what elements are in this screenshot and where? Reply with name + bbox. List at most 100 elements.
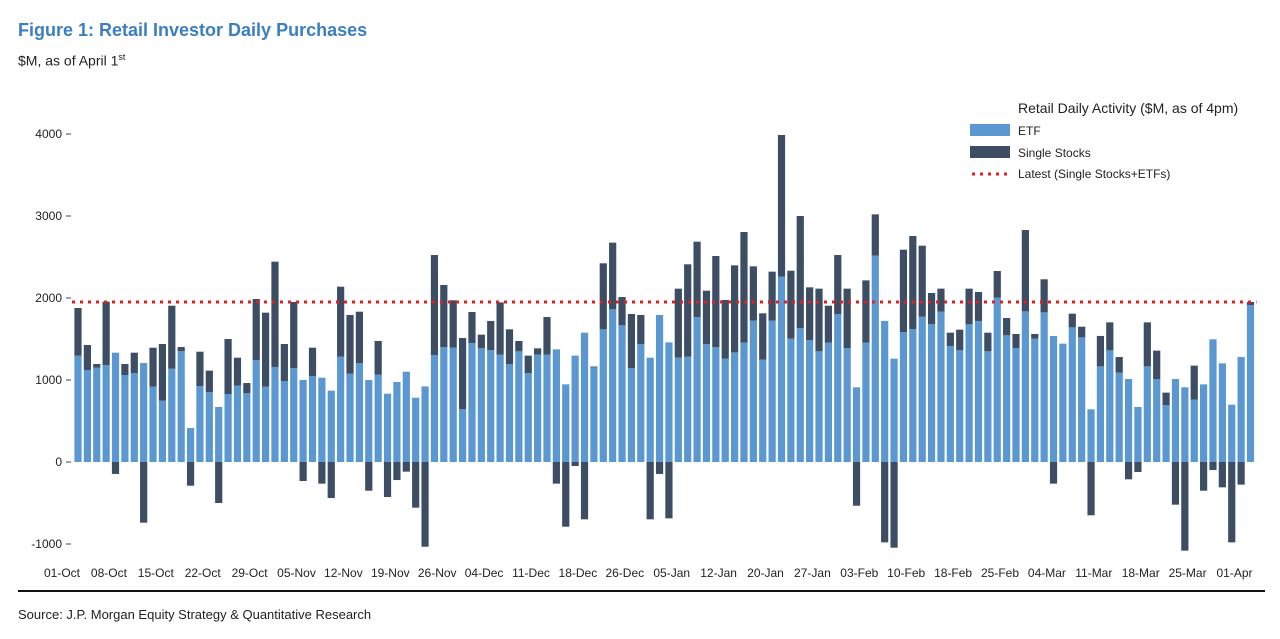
bar-single-stocks [1218, 462, 1226, 488]
x-tick-label: 18-Dec [559, 566, 598, 580]
bar-single-stocks [796, 216, 804, 329]
bar-etf [83, 369, 91, 462]
bar-etf [430, 354, 439, 462]
bar-single-stocks [1209, 462, 1217, 471]
x-tick-label: 18-Feb [934, 566, 972, 580]
bar-single-stocks [918, 245, 926, 317]
bar-single-stocks [637, 314, 645, 345]
x-tick-label: 11-Mar [1075, 566, 1112, 580]
bar-etf [749, 320, 757, 462]
bar-single-stocks [505, 329, 514, 365]
bar-etf [308, 375, 317, 462]
bar-single-stocks [1096, 335, 1105, 367]
bar-etf [609, 309, 617, 462]
bar-etf [1143, 366, 1151, 462]
bar-single-stocks [290, 302, 298, 369]
bar-etf [111, 352, 120, 462]
bar-single-stocks [1021, 230, 1029, 312]
bar-etf [899, 332, 908, 462]
bar-single-stocks [609, 242, 617, 310]
bar-single-stocks [909, 236, 917, 329]
bar-single-stocks [1078, 326, 1086, 338]
bar-etf [196, 385, 204, 462]
bar-single-stocks [1040, 279, 1048, 313]
x-tick-label: 04-Dec [465, 566, 504, 580]
bar-single-stocks [993, 271, 1001, 298]
bar-single-stocks [383, 462, 392, 498]
bar-single-stocks [1134, 462, 1142, 473]
subtitle-text: $M, as of April 1 [18, 52, 119, 69]
bar-single-stocks [862, 280, 870, 343]
bar-single-stocks [890, 462, 898, 548]
bar-single-stocks [693, 241, 701, 318]
bar-etf [186, 428, 195, 462]
x-tick-label: 27-Jan [794, 566, 831, 580]
bar-single-stocks [543, 317, 551, 355]
bar-single-stocks [1190, 365, 1198, 400]
bar-etf [1031, 338, 1039, 462]
bar-etf [1200, 384, 1208, 462]
bar-etf [618, 325, 626, 462]
bar-single-stocks [365, 462, 373, 491]
bar-etf [881, 320, 889, 462]
bar-etf [684, 356, 692, 462]
bar-etf [796, 328, 804, 462]
bar-single-stocks [1087, 462, 1095, 516]
bar-single-stocks [881, 462, 889, 543]
bar-etf [1134, 406, 1142, 462]
bar-single-stocks [374, 340, 382, 375]
x-tick-label: 12-Nov [324, 566, 363, 580]
bar-etf [627, 368, 636, 462]
bar-etf [674, 357, 682, 462]
bar-etf [580, 332, 589, 462]
bar-etf [505, 364, 514, 462]
bar-single-stocks [721, 299, 729, 359]
legend-swatch-single-stocks [970, 146, 1010, 158]
bar-single-stocks [1115, 357, 1123, 373]
bar-single-stocks [1153, 350, 1161, 380]
bar-etf [515, 351, 523, 462]
y-tick-label: 1000 [35, 373, 62, 387]
bar-etf [543, 354, 551, 462]
bar-single-stocks [777, 134, 786, 277]
x-tick-label: 05-Jan [653, 566, 690, 580]
bar-etf [571, 355, 579, 462]
x-tick-label: 26-Dec [605, 566, 644, 580]
bar-single-stocks [111, 462, 120, 474]
bar-etf [665, 342, 673, 462]
bar-etf [599, 329, 607, 462]
bar-single-stocks [627, 313, 636, 369]
bar-etf [346, 373, 354, 462]
x-tick-label: 11-Dec [512, 566, 550, 580]
bar-single-stocks [93, 364, 101, 368]
bar-etf [946, 345, 954, 462]
bar-etf [993, 297, 1001, 462]
bar-single-stocks [158, 344, 167, 401]
bar-etf [477, 348, 485, 462]
bars [74, 134, 1255, 551]
bar-single-stocks [834, 255, 842, 314]
bar-single-stocks [280, 344, 288, 381]
bar-single-stocks [355, 311, 363, 364]
bar-etf [1228, 404, 1236, 462]
bar-etf [759, 359, 767, 462]
bar-etf [1068, 327, 1076, 462]
y-tick-label: 2000 [35, 291, 62, 305]
bar-etf [1096, 366, 1105, 462]
x-tick-label: 12-Jan [700, 566, 737, 580]
x-tick-label: 26-Nov [418, 566, 457, 580]
bar-etf [1049, 335, 1058, 462]
bar-single-stocks [205, 370, 213, 392]
bar-etf [177, 351, 185, 462]
bar-etf [1153, 379, 1161, 462]
bar-etf [1012, 348, 1020, 462]
bar-single-stocks [299, 462, 307, 482]
bar-etf [815, 351, 823, 462]
bar-single-stocks [318, 462, 326, 484]
bar-etf [496, 354, 504, 462]
bar-single-stocks [599, 263, 607, 330]
bar-single-stocks [580, 462, 589, 520]
bar-single-stocks [140, 462, 148, 523]
bar-etf [243, 393, 251, 462]
bar-etf [824, 342, 832, 462]
